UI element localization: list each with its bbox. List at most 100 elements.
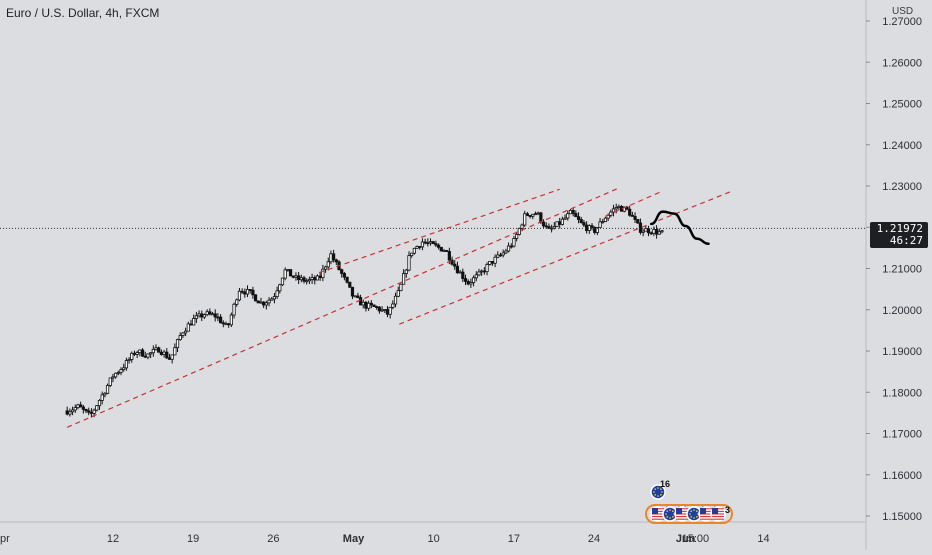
- candle-body: [105, 385, 110, 394]
- eu-flag-star: [696, 510, 698, 512]
- channel-line: [318, 188, 560, 274]
- candle-body: [178, 335, 182, 340]
- candle-body: [420, 241, 425, 248]
- candle-body: [493, 256, 497, 264]
- candle-body: [393, 295, 398, 305]
- candle-body: [291, 275, 295, 278]
- candle-body: [641, 230, 645, 233]
- candle-body: [283, 269, 287, 279]
- eu-flag-star: [657, 487, 659, 489]
- y-tick-label: 1.23000: [882, 181, 922, 193]
- candle-body: [329, 253, 333, 263]
- y-tick-label: 1.17000: [882, 429, 922, 441]
- candle-body: [463, 278, 468, 282]
- eu-flag-star: [661, 491, 663, 493]
- candle-body: [70, 409, 75, 413]
- candle-body: [175, 339, 180, 349]
- candle-body: [555, 221, 559, 227]
- candle-body: [262, 301, 266, 306]
- candle-body: [170, 354, 174, 360]
- candle-body: [264, 302, 268, 306]
- candle-body: [415, 246, 419, 249]
- candle-body: [280, 277, 285, 286]
- candle-body: [143, 355, 147, 358]
- eu-flag-star: [654, 488, 656, 490]
- candle-body: [506, 245, 511, 252]
- candle-body: [200, 313, 204, 318]
- eu-flag-icon[interactable]: [686, 506, 702, 522]
- candle-body: [525, 213, 530, 216]
- candle-body: [100, 394, 104, 401]
- candle-body: [496, 254, 500, 258]
- candle-body: [358, 297, 363, 306]
- candle-body: [490, 261, 495, 264]
- candle-body: [410, 252, 414, 257]
- eu-flag-star: [669, 509, 671, 511]
- y-tick-label: 1.15000: [882, 511, 922, 523]
- candle-body: [361, 301, 365, 306]
- candle-body: [439, 246, 443, 252]
- candle-body: [385, 309, 390, 315]
- candle-body: [442, 250, 446, 252]
- x-tick-label: 19: [187, 533, 199, 545]
- eu-flag-star: [660, 488, 662, 490]
- candle-body: [579, 219, 583, 223]
- candle-body: [377, 306, 381, 312]
- candle-body: [595, 227, 599, 233]
- candle-body: [216, 316, 220, 319]
- candle-body: [87, 410, 91, 413]
- candle-body: [267, 299, 271, 304]
- event-markers: 162124923: [645, 479, 733, 524]
- candle-body: [402, 273, 406, 285]
- candle-body: [657, 231, 661, 235]
- candle-body: [232, 303, 236, 316]
- candle-body: [533, 213, 538, 216]
- candle-body: [372, 304, 376, 308]
- us-flag-icon[interactable]: [650, 506, 666, 522]
- y-tick-label: 1.27000: [882, 16, 922, 28]
- us-flag-icon[interactable]: [710, 506, 726, 522]
- candle-body: [523, 213, 527, 226]
- candle-body: [159, 351, 163, 355]
- channel-line: [66, 188, 618, 428]
- candle-body: [149, 352, 153, 355]
- candle-body: [644, 228, 648, 232]
- candle-body: [245, 289, 250, 295]
- candle-body: [598, 221, 602, 228]
- x-tick-label: 12: [107, 533, 119, 545]
- candle-body: [342, 273, 346, 278]
- candle-body: [286, 269, 290, 271]
- eu-flag-star: [696, 516, 698, 518]
- candle-body: [197, 313, 201, 317]
- candle-body: [202, 314, 207, 318]
- candle-body: [477, 271, 481, 276]
- candle-body: [485, 264, 489, 273]
- candle-body: [84, 408, 88, 412]
- event-marker-outline: [645, 504, 733, 524]
- us-flag-icon[interactable]: [674, 506, 690, 522]
- candle-body: [571, 210, 575, 214]
- candles-group: [65, 203, 664, 418]
- candle-body: [407, 255, 411, 271]
- eu-flag-icon[interactable]: [650, 484, 666, 500]
- candle-body: [350, 286, 355, 297]
- candle-body: [89, 411, 94, 414]
- candle-body: [81, 406, 85, 410]
- candle-body: [248, 289, 252, 291]
- candle-body: [547, 226, 551, 229]
- candle-body: [218, 316, 223, 324]
- x-tick-label: 10: [428, 533, 440, 545]
- candle-body: [512, 238, 516, 247]
- candle-body: [334, 259, 338, 263]
- candle-body: [461, 271, 465, 279]
- candle-body: [146, 353, 150, 358]
- candle-body: [165, 351, 169, 359]
- candle-body: [181, 332, 185, 336]
- candle-body: [541, 221, 546, 227]
- candle-body: [396, 290, 400, 297]
- candle-body: [364, 301, 368, 309]
- candle-body: [636, 219, 640, 224]
- candle-body: [469, 282, 473, 285]
